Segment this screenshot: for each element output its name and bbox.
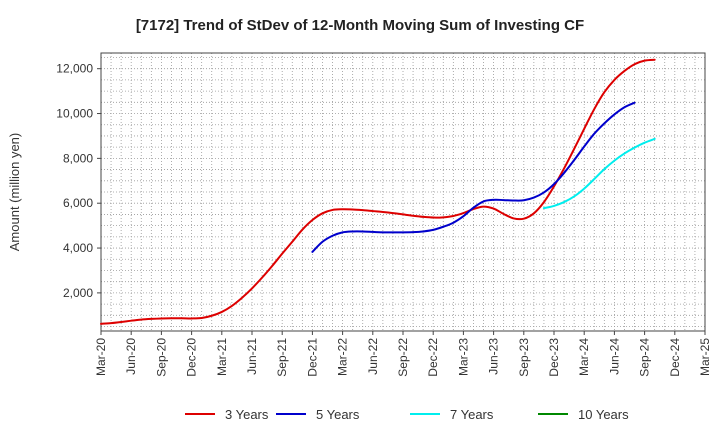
x-tick-label: Dec-20 — [185, 338, 199, 377]
legend-label-2: 5 Years — [316, 407, 360, 422]
x-tick-label: Dec-22 — [426, 338, 440, 377]
series-line-2 — [311, 101, 636, 253]
y-tick-label: 6,000 — [63, 196, 93, 210]
x-tick-label: Dec-24 — [668, 338, 682, 377]
x-tick-label: Sep-22 — [396, 338, 410, 377]
x-tick-label: Sep-20 — [154, 338, 168, 377]
x-tick-label: Sep-24 — [638, 338, 652, 377]
chart-title: [7172] Trend of StDev of 12-Month Moving… — [136, 17, 584, 34]
y-tick-label: 12,000 — [56, 62, 93, 76]
x-tick-label: Jun-21 — [245, 338, 259, 375]
series-line-3 — [542, 137, 656, 210]
series-line-1 — [100, 58, 656, 325]
x-tick-label: Dec-23 — [547, 338, 561, 377]
x-tick-label: Mar-21 — [215, 338, 229, 376]
y-tick-label: 4,000 — [63, 241, 93, 255]
y-tick-label: 2,000 — [63, 286, 93, 300]
x-tick-label: Mar-22 — [336, 338, 350, 376]
x-tick-label: Jun-20 — [124, 338, 138, 375]
x-tick-label: Mar-24 — [577, 338, 591, 376]
x-tick-label: Mar-20 — [94, 338, 108, 376]
x-tick-label: Sep-23 — [517, 338, 531, 377]
x-tick-label: Sep-21 — [275, 338, 289, 377]
x-tick-label: Mar-25 — [698, 338, 712, 376]
x-tick-label: Jun-23 — [487, 338, 501, 375]
x-tick-label: Dec-21 — [305, 338, 319, 377]
x-tick-label: Jun-22 — [366, 338, 380, 375]
legend-label-3: 7 Years — [450, 407, 494, 422]
x-tick-label: Mar-23 — [456, 338, 470, 376]
y-tick-label: 10,000 — [56, 107, 93, 121]
y-tick-label: 8,000 — [63, 151, 93, 165]
x-tick-label: Jun-24 — [607, 338, 621, 375]
y-axis-label: Amount (million yen) — [7, 133, 22, 252]
legend-label-1: 3 Years — [225, 407, 269, 422]
legend-label-4: 10 Years — [578, 407, 629, 422]
